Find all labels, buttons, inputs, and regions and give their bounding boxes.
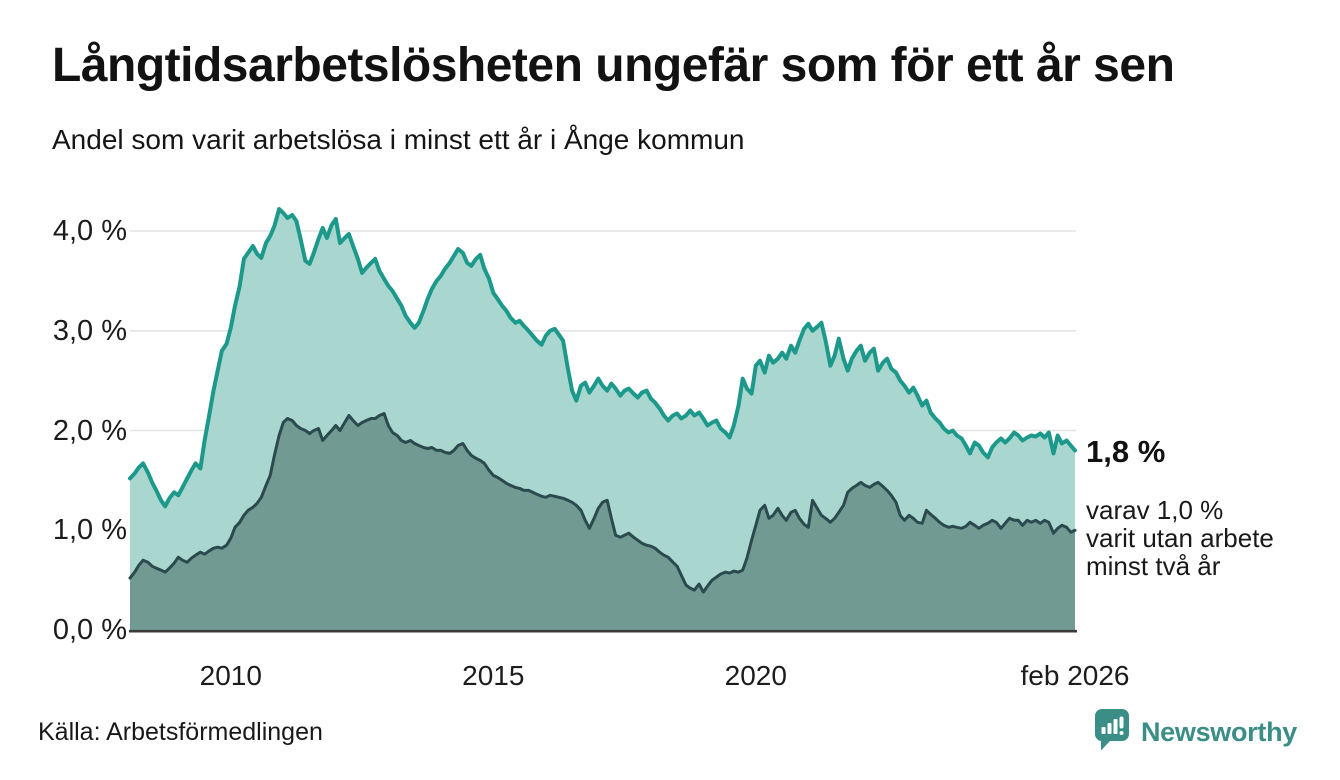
source-label: Källa: Arbetsförmedlingen: [38, 718, 323, 746]
annotation-line: minst två år: [1086, 551, 1221, 581]
minst-tva-ar-line: [128, 412, 1077, 594]
end-value-label-2yr: varav 1,0 % varit utan arbete minst två …: [1086, 496, 1274, 580]
minst-ett-ar-line: [128, 207, 1077, 509]
annotation-line: varit utan arbete: [1086, 523, 1274, 553]
annotation-line: varav 1,0 %: [1086, 495, 1224, 525]
newsworthy-logo: Newsworthy: [1092, 707, 1297, 758]
y-axis-tick-label: 1,0 %: [52, 514, 127, 547]
x-axis-tick-label: 2010: [199, 660, 262, 691]
end-value-label-1yr: 1,8 %: [1086, 434, 1166, 469]
y-axis-tick-label: 4,0 %: [52, 215, 127, 247]
y-axis-tick-label: 0,0 %: [52, 614, 127, 646]
chart-subtitle: Andel som varit arbetslösa i minst ett å…: [52, 124, 745, 155]
x-axis-tick-label: feb 2026: [1020, 660, 1130, 691]
chart-title: Långtidsarbetslösheten ungefär som för e…: [52, 39, 1175, 92]
x-axis-tick-label: 2015: [462, 660, 525, 691]
brand-name: Newsworthy: [1140, 717, 1297, 747]
minst-tva-ar-area: [130, 413, 1075, 630]
y-axis-tick-label: 3,0 %: [52, 314, 127, 347]
x-axis-tick-label: 2020: [724, 660, 787, 691]
y-axis-tick-label: 2,0 %: [52, 414, 127, 447]
newsworthy-logo-icon: [1092, 707, 1132, 758]
